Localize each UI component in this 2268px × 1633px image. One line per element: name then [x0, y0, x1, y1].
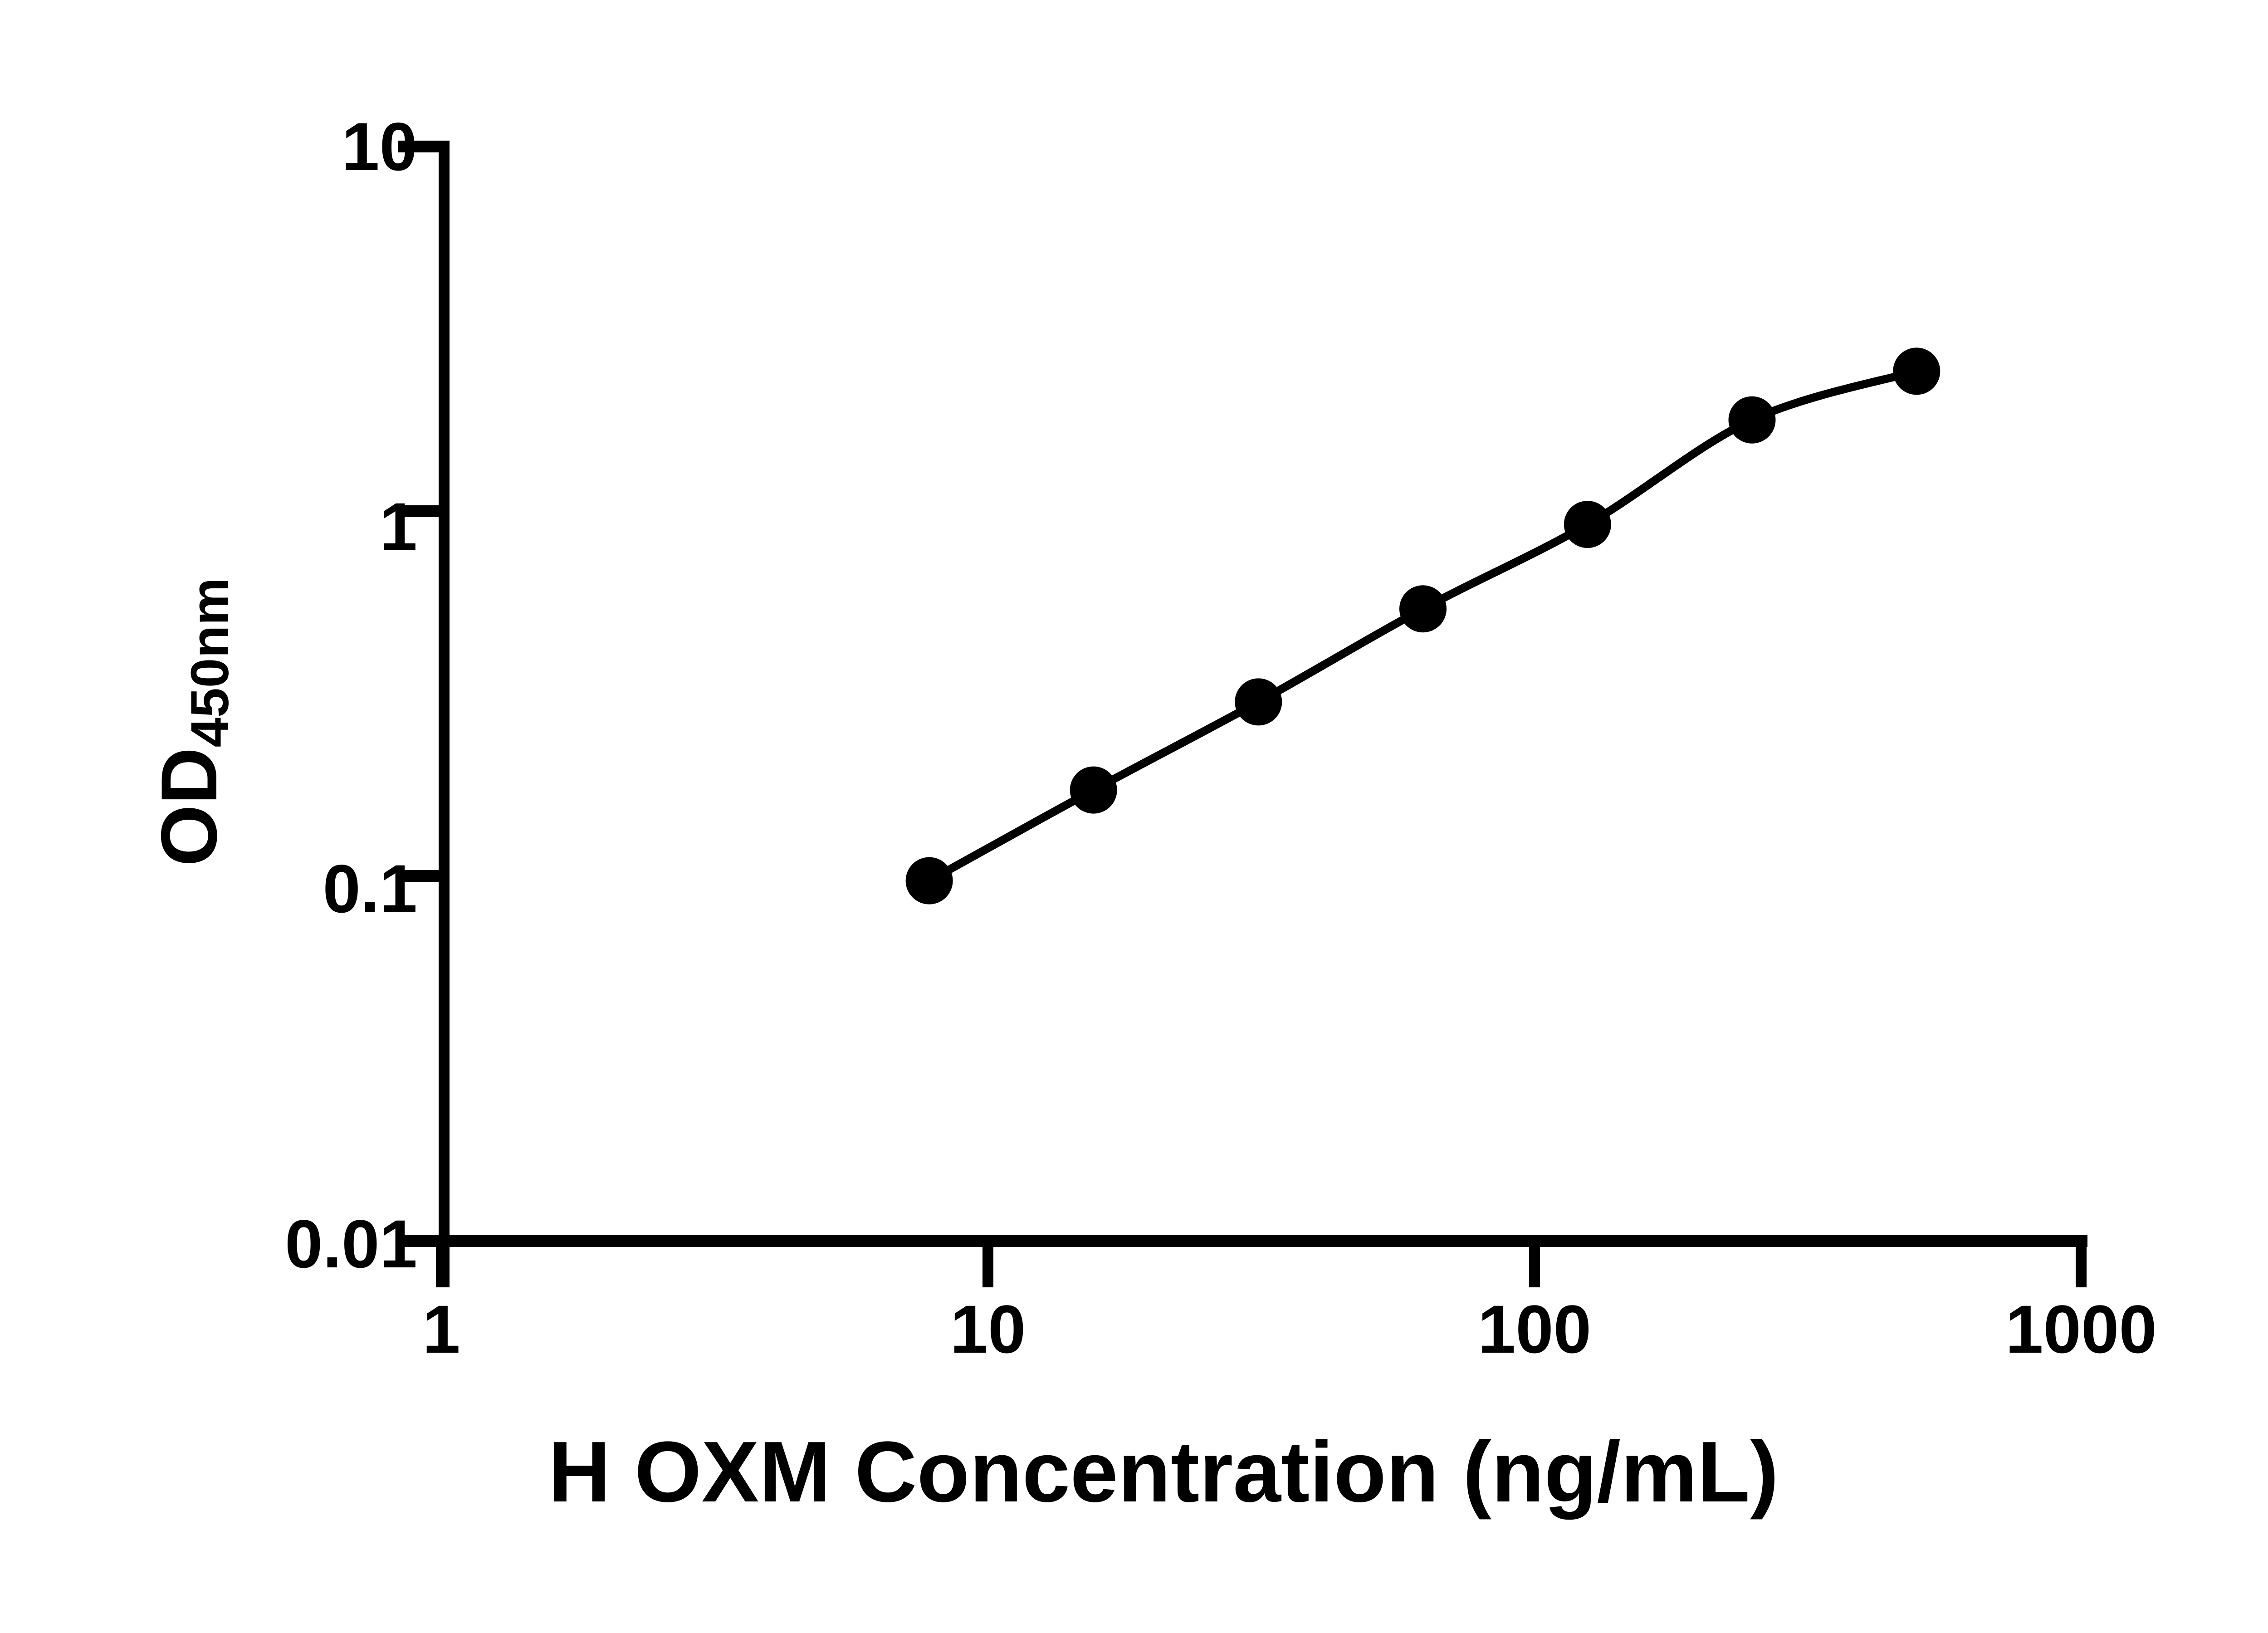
y-tick-label-1: 1	[379, 489, 417, 565]
y-axis-title-subscript: 450nm	[180, 577, 240, 748]
data-point-markers	[905, 347, 1941, 905]
x-tick-label-100: 100	[1477, 1291, 1592, 1367]
data-point	[1235, 678, 1282, 726]
x-axis-ticks	[436, 1235, 2087, 1287]
y-axis-tick	[398, 505, 450, 517]
y-axis-ticks	[398, 141, 450, 1247]
data-point	[905, 857, 953, 905]
data-point	[1728, 396, 1776, 444]
y-axis-tick	[398, 141, 450, 152]
x-axis-tick	[2076, 1235, 2087, 1287]
data-point	[1564, 501, 1611, 548]
y-axis-title: OD450nm	[145, 578, 240, 866]
x-axis-line	[398, 1235, 2087, 1247]
y-tick-label-0.01: 0.01	[285, 1206, 417, 1282]
y-tick-label-10: 10	[342, 108, 417, 185]
x-tick-label-10: 10	[950, 1291, 1026, 1367]
y-tick-label-0.1: 0.1	[323, 851, 417, 927]
data-point	[1893, 347, 1941, 395]
y-axis-tick	[398, 870, 450, 882]
data-point	[1399, 585, 1447, 633]
data-point	[1070, 766, 1117, 814]
x-tick-label-1: 1	[422, 1291, 460, 1367]
x-axis-title: H OXM Concentration (ng/mL)	[548, 1424, 1779, 1520]
y-axis-title-main: OD	[145, 747, 234, 867]
x-tick-label-1000: 1000	[2005, 1291, 2157, 1367]
axis-lines	[398, 147, 2087, 1287]
x-axis-tick	[436, 1235, 447, 1287]
x-axis-tick	[1529, 1235, 1540, 1287]
y-axis-line	[439, 147, 450, 1287]
x-axis-tick	[982, 1235, 993, 1287]
